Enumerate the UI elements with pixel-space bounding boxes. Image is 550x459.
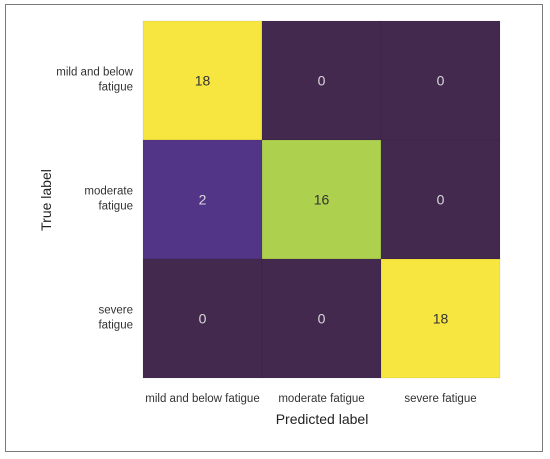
cell-value-r2-c2: 18 (433, 311, 449, 327)
x-axis-label: Predicted label (276, 411, 369, 427)
cell-value-r2-c1: 0 (318, 311, 326, 327)
y-tick-label-1-line-1: fatigue (98, 201, 133, 213)
heatmap-cell-r1-c0 (142, 139, 263, 260)
heatmap-cell-r0-c1 (261, 20, 382, 141)
heatmap-cell-r0-c2 (380, 20, 501, 141)
heatmap-cell-r2-c0 (142, 258, 263, 379)
cell-value-r0-c2: 0 (437, 73, 445, 89)
y-tick-label-0-line-0: mild and below (56, 67, 133, 79)
cell-value-r2-c0: 0 (199, 311, 207, 327)
x-tick-label-2: severe fatigue (404, 393, 476, 405)
cell-value-r0-c0: 18 (195, 73, 211, 89)
heatmap-cell-labels: 18 0 0 2 16 0 0 0 18 (195, 73, 449, 327)
heatmap-cell-r2-c1 (261, 258, 382, 379)
heatmap-cell-r1-c2 (380, 139, 501, 260)
x-tick-labels: mild and below fatigue moderate fatigue se… (145, 393, 476, 405)
y-axis-label: True label (38, 169, 54, 231)
x-tick-label-1: moderate fatigue (278, 393, 364, 405)
y-tick-label-1-line-0: moderate (84, 186, 133, 198)
cell-value-r1-c2: 0 (437, 192, 445, 208)
heatmap-cells (142, 20, 501, 379)
y-tick-label-2-line-0: severe (98, 305, 133, 317)
y-tick-labels: mild and below fatigue moderate fatigue seve… (56, 67, 133, 332)
heatmap-cell-r1-c1 (261, 139, 382, 260)
y-tick-label-2-line-1: fatigue (98, 320, 133, 332)
x-tick-label-0: mild and below fatigue (145, 393, 259, 405)
heatmap-cell-r2-c2 (380, 258, 501, 379)
cell-value-r1-c0: 2 (199, 192, 207, 208)
y-tick-label-0-line-1: fatigue (98, 82, 133, 94)
cell-value-r0-c1: 0 (318, 73, 326, 89)
heatmap-cell-r0-c0 (142, 20, 263, 141)
cell-value-r1-c1: 16 (314, 192, 330, 208)
